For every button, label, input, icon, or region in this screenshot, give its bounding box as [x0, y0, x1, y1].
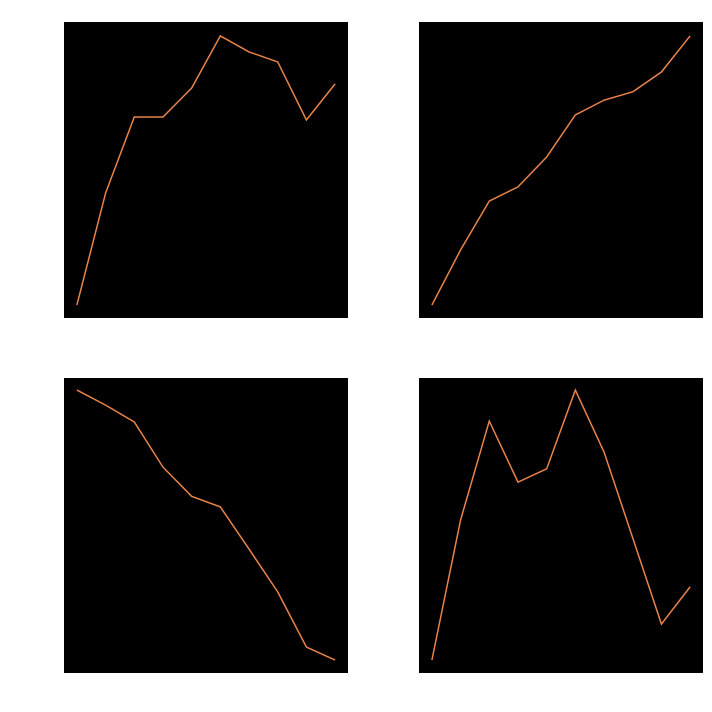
plot-area [419, 378, 703, 673]
subplot [64, 378, 348, 673]
plot-area [419, 22, 703, 318]
data-line [76, 34, 336, 306]
subplot [64, 22, 348, 318]
data-line [76, 389, 336, 661]
subplot [419, 22, 703, 318]
data-line [431, 35, 691, 306]
subplot [419, 378, 703, 673]
data-line [431, 388, 691, 661]
plot-area [64, 22, 348, 318]
plot-area [64, 378, 348, 673]
